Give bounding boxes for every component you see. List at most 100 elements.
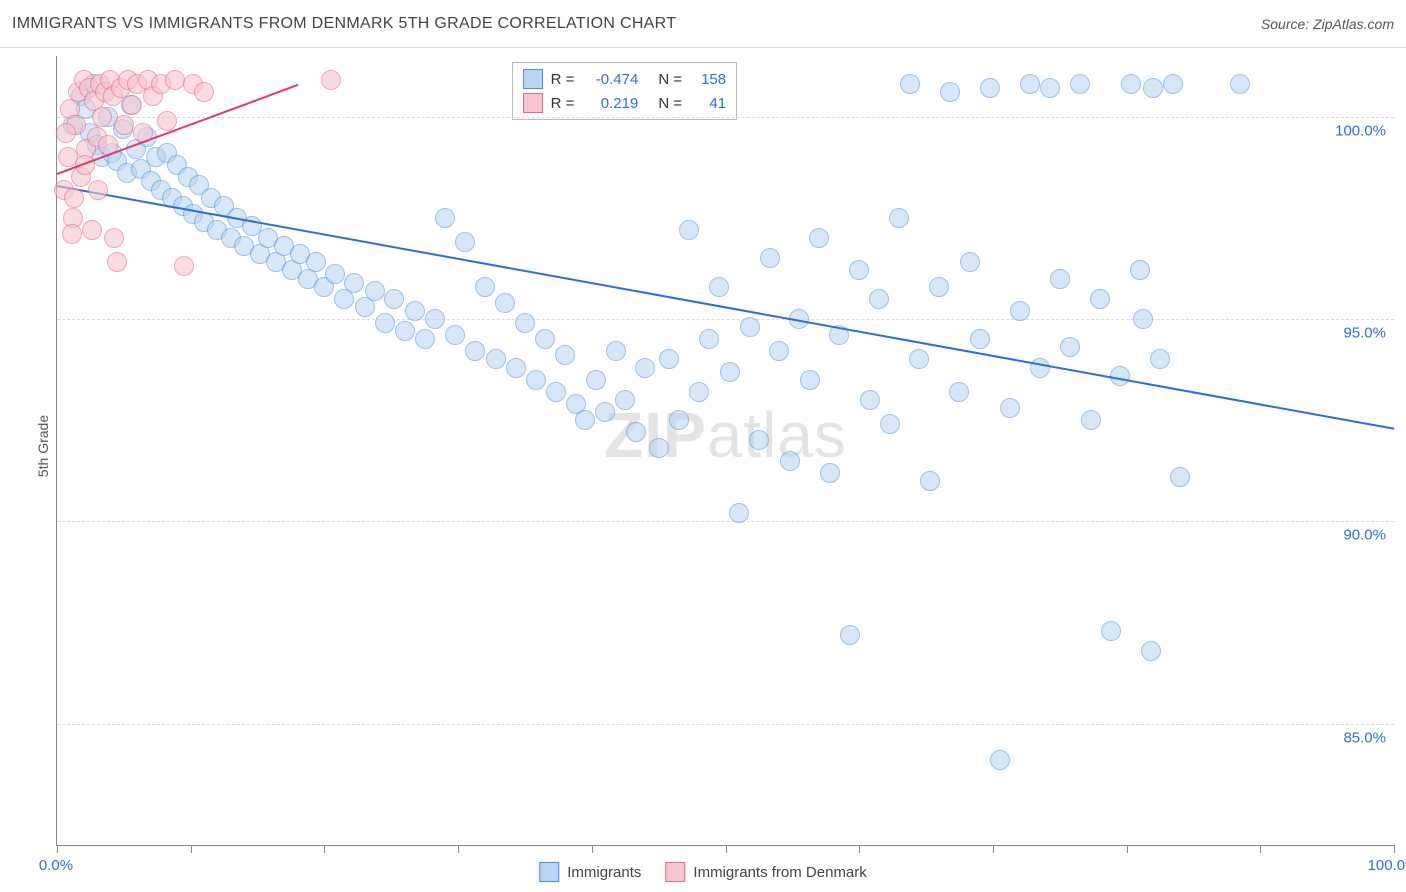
data-point bbox=[635, 358, 655, 378]
data-point bbox=[729, 503, 749, 523]
data-point bbox=[555, 345, 575, 365]
x-tick bbox=[1394, 845, 1395, 853]
data-point bbox=[880, 414, 900, 434]
data-point bbox=[506, 358, 526, 378]
data-point bbox=[606, 341, 626, 361]
y-tick-label: 85.0% bbox=[1343, 729, 1386, 746]
data-point bbox=[1230, 74, 1250, 94]
data-point bbox=[62, 224, 82, 244]
x-tick bbox=[859, 845, 860, 853]
x-tick bbox=[458, 845, 459, 853]
data-point bbox=[980, 78, 1000, 98]
data-point bbox=[92, 107, 112, 127]
data-point bbox=[1000, 398, 1020, 418]
data-point bbox=[56, 123, 76, 143]
data-point bbox=[749, 430, 769, 450]
data-point bbox=[455, 232, 475, 252]
data-point bbox=[1143, 78, 1163, 98]
data-point bbox=[114, 115, 134, 135]
data-point bbox=[595, 402, 615, 422]
x-tick bbox=[57, 845, 58, 853]
legend-swatch bbox=[539, 862, 559, 882]
data-point bbox=[1150, 349, 1170, 369]
data-point bbox=[415, 329, 435, 349]
x-tick bbox=[1127, 845, 1128, 853]
data-point bbox=[82, 220, 102, 240]
data-point bbox=[445, 325, 465, 345]
data-point bbox=[699, 329, 719, 349]
data-point bbox=[546, 382, 566, 402]
data-point bbox=[526, 370, 546, 390]
data-point bbox=[575, 410, 595, 430]
data-point bbox=[1130, 260, 1150, 280]
top-bar: IMMIGRANTS VS IMMIGRANTS FROM DENMARK 5T… bbox=[0, 0, 1406, 48]
gridline-h bbox=[57, 117, 1394, 118]
data-point bbox=[626, 422, 646, 442]
data-point bbox=[960, 252, 980, 272]
data-point bbox=[909, 349, 929, 369]
data-point bbox=[515, 313, 535, 333]
data-point bbox=[535, 329, 555, 349]
legend-n-value: 158 bbox=[690, 71, 726, 88]
y-tick-label: 100.0% bbox=[1335, 122, 1386, 139]
data-point bbox=[165, 70, 185, 90]
legend-r-label: R = bbox=[551, 95, 575, 112]
data-point bbox=[435, 208, 455, 228]
data-point bbox=[104, 228, 124, 248]
data-point bbox=[900, 74, 920, 94]
data-point bbox=[405, 301, 425, 321]
x-tick bbox=[592, 845, 593, 853]
data-point bbox=[495, 293, 515, 313]
legend-label: Immigrants from Denmark bbox=[693, 864, 866, 881]
data-point bbox=[1163, 74, 1183, 94]
data-point bbox=[840, 625, 860, 645]
y-tick-label: 95.0% bbox=[1343, 325, 1386, 342]
data-point bbox=[1070, 74, 1090, 94]
data-point bbox=[689, 382, 709, 402]
data-point bbox=[1170, 467, 1190, 487]
data-point bbox=[1030, 358, 1050, 378]
data-point bbox=[970, 329, 990, 349]
data-point bbox=[659, 349, 679, 369]
data-point bbox=[1050, 269, 1070, 289]
data-point bbox=[940, 82, 960, 102]
x-tick-label: 0.0% bbox=[39, 857, 73, 874]
data-point bbox=[375, 313, 395, 333]
watermark-bold: ZIP bbox=[604, 399, 707, 471]
data-point bbox=[64, 188, 84, 208]
legend-n-label: N = bbox=[658, 95, 682, 112]
data-point bbox=[990, 750, 1010, 770]
source-label: Source: ZipAtlas.com bbox=[1261, 16, 1394, 32]
data-point bbox=[809, 228, 829, 248]
x-tick bbox=[1260, 845, 1261, 853]
data-point bbox=[709, 277, 729, 297]
gridline-h bbox=[57, 319, 1394, 320]
data-point bbox=[1090, 289, 1110, 309]
legend-r-value: 0.219 bbox=[582, 95, 638, 112]
legend-r-label: R = bbox=[551, 71, 575, 88]
data-point bbox=[1133, 309, 1153, 329]
data-point bbox=[780, 451, 800, 471]
x-tick bbox=[726, 845, 727, 853]
data-point bbox=[157, 111, 177, 131]
data-point bbox=[586, 370, 606, 390]
watermark-light: atlas bbox=[707, 399, 847, 471]
legend-swatch bbox=[523, 93, 543, 113]
data-point bbox=[1020, 74, 1040, 94]
legend-n-label: N = bbox=[658, 71, 682, 88]
data-point bbox=[800, 370, 820, 390]
data-point bbox=[740, 317, 760, 337]
legend-row: R =-0.474N =158 bbox=[523, 67, 727, 91]
data-point bbox=[760, 248, 780, 268]
data-point bbox=[122, 95, 142, 115]
chart-area: ZIPatlas R =-0.474N =158R =0.219N =41 85… bbox=[56, 56, 1394, 846]
data-point bbox=[649, 438, 669, 458]
data-point bbox=[1101, 621, 1121, 641]
data-point bbox=[769, 341, 789, 361]
data-point bbox=[88, 180, 108, 200]
legend-swatch bbox=[523, 69, 543, 89]
data-point bbox=[194, 82, 214, 102]
data-point bbox=[1121, 74, 1141, 94]
legend-row: R =0.219N =41 bbox=[523, 91, 727, 115]
data-point bbox=[1081, 410, 1101, 430]
